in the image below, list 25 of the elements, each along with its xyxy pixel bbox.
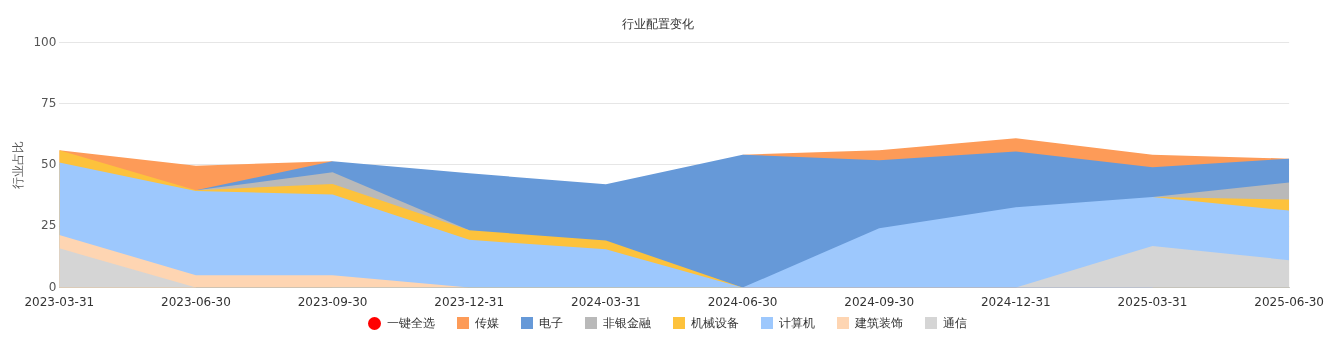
x-tick-label: 2024-12-31 — [980, 294, 1051, 309]
chart-title: 行业配置变化 — [621, 17, 694, 32]
x-tick-label: 2023-12-31 — [434, 294, 505, 309]
legend-label: 传媒 — [475, 314, 499, 332]
x-tick-label: 2024-03-31 — [571, 294, 641, 309]
text: 一键全选 — [387, 314, 435, 332]
x-tick-label: 2025-03-31 — [1117, 294, 1188, 309]
y-tick-label: 25 — [41, 218, 57, 233]
legend-label: 电子 — [539, 314, 563, 332]
y-tick-label: 100 — [33, 34, 57, 49]
y-tick-label: 50 — [41, 157, 57, 172]
legend-label: 机械设备 — [691, 314, 739, 332]
x-tick-label: 2023-03-31 — [24, 294, 95, 309]
x-tick-label: 2023-06-30 — [161, 294, 231, 309]
x-tick-label: 2024-06-30 — [707, 294, 778, 309]
x-tick-label: 2025-06-30 — [1254, 294, 1325, 309]
x-tick-label: 2024-09-30 — [844, 294, 915, 309]
y-tick-label: 0 — [48, 279, 57, 294]
legend-label: 建筑装饰 — [855, 314, 903, 332]
legend-label: 通信 — [943, 314, 967, 332]
y-tick-label: 75 — [41, 95, 57, 110]
legend-label: 非银金融 — [603, 314, 651, 332]
x-tick-label: 2023-09-30 — [297, 294, 368, 309]
legend-label: 计算机 — [779, 314, 815, 332]
y-axis-title: 行业占比 — [11, 141, 26, 189]
